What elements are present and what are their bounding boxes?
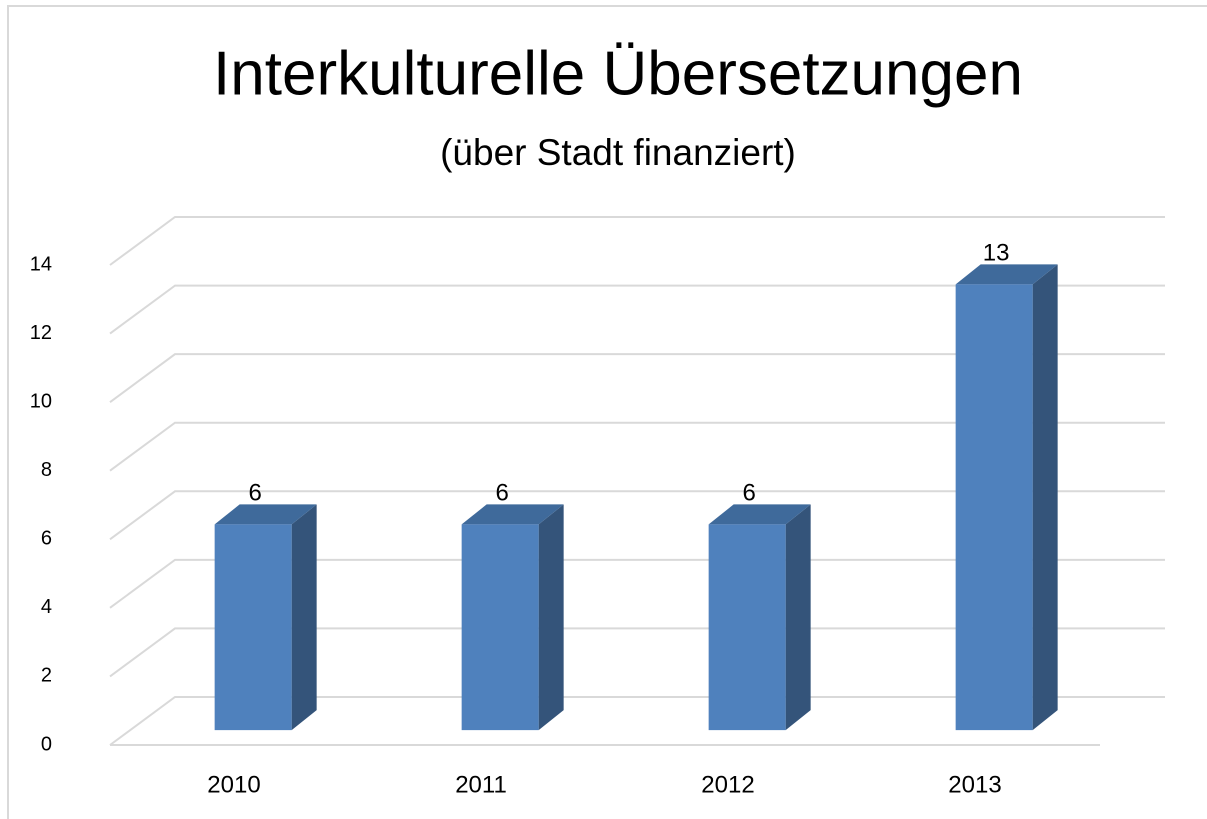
bar-top	[955, 264, 1058, 285]
data-label: 6	[495, 480, 508, 507]
grid-line	[109, 216, 1165, 266]
bar-side	[785, 504, 811, 731]
grid-line	[109, 421, 1165, 472]
y-tick-label: 8	[41, 459, 52, 481]
bar-top	[461, 504, 564, 525]
y-tick-label: 14	[30, 253, 52, 275]
bar-top	[214, 504, 317, 525]
grid-line	[109, 558, 1165, 609]
bar	[955, 284, 1033, 731]
x-tick-label: 2010	[207, 771, 260, 798]
grid-line	[109, 353, 1165, 403]
data-label: 6	[248, 480, 261, 507]
grid-line	[109, 284, 1165, 335]
grid-line	[109, 627, 1165, 678]
data-label: 13	[983, 240, 1010, 267]
data-label: 6	[742, 480, 755, 507]
bar-side	[538, 504, 564, 731]
x-tick-label: 2013	[948, 771, 1001, 798]
chart-border	[7, 5, 1207, 819]
chart-subtitle: (über Stadt finanziert)	[440, 132, 796, 173]
chart-title: Interkulturelle Übersetzungen	[213, 39, 1023, 108]
x-tick-label: 2012	[701, 771, 754, 798]
bar	[214, 524, 292, 731]
bar-top	[708, 504, 811, 525]
bar-side	[1032, 264, 1058, 731]
grid-line	[109, 696, 1165, 746]
y-tick-label: 12	[30, 322, 52, 344]
y-tick-label: 4	[41, 596, 52, 618]
bar-side	[291, 504, 317, 731]
y-tick-label: 0	[41, 733, 52, 755]
x-tick-label: 2011	[455, 771, 507, 798]
y-tick-label: 6	[41, 528, 52, 550]
bar	[708, 524, 786, 731]
y-tick-label: 2	[41, 665, 52, 687]
bar	[461, 524, 539, 731]
y-tick-label: 10	[30, 390, 52, 412]
grid-line	[109, 490, 1165, 541]
